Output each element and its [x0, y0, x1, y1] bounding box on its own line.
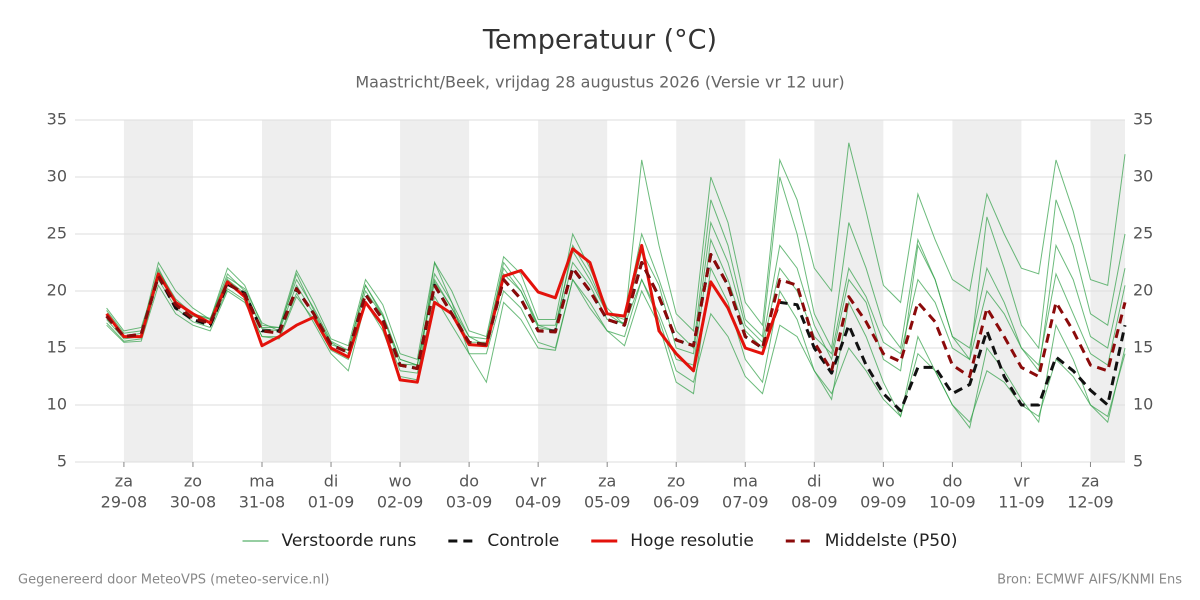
chart-subtitle: Maastricht/Beek, vrijdag 28 augustus 202… [355, 73, 844, 92]
x-tick-date: 05-09 [584, 493, 631, 512]
x-tick-date: 12-09 [1067, 493, 1114, 512]
ensemble-line [106, 237, 1126, 367]
x-tick-date: 03-09 [446, 493, 493, 512]
series-line [105, 253, 1127, 378]
y2-tick-label: 35 [1133, 110, 1153, 129]
x-tick-day: di [324, 472, 339, 491]
legend-label: Hoge resolutie [630, 531, 754, 551]
x-tick-date: 09-09 [860, 493, 907, 512]
x-tick-day: za [115, 472, 133, 491]
x-tick-date: 29-08 [101, 493, 148, 512]
y-tick-label: 30 [47, 167, 67, 186]
legend-label: Middelste (P50) [825, 531, 958, 551]
x-tick-date: 30-08 [170, 493, 217, 512]
y2-tick-label: 20 [1133, 281, 1153, 300]
y-tick-label: 25 [47, 224, 67, 243]
x-tick-day: wo [389, 472, 412, 491]
x-tick-day: zo [184, 472, 202, 491]
y-tick-label: 15 [47, 338, 67, 357]
x-tick-day: wo [872, 472, 895, 491]
x-tick-day: ma [249, 472, 274, 491]
x-tick-date: 10-09 [929, 493, 976, 512]
y-tick-label: 35 [47, 110, 67, 129]
y2-tick-label: 30 [1133, 167, 1153, 186]
x-tick-day: do [459, 472, 479, 491]
y2-tick-label: 15 [1133, 338, 1153, 357]
x-tick-day: do [942, 472, 962, 491]
footer-right: Bron: ECMWF AIFS/KNMI Ens [997, 573, 1182, 588]
legend-label: Verstoorde runs [282, 531, 417, 551]
y-tick-label: 20 [47, 281, 67, 300]
x-tick-date: 31-08 [239, 493, 286, 512]
y2-tick-label: 10 [1133, 395, 1153, 414]
ensemble-line [106, 142, 1126, 361]
y-tick-label: 10 [47, 395, 67, 414]
x-tick-date: 07-09 [722, 493, 769, 512]
x-tick-date: 01-09 [308, 493, 355, 512]
x-tick-date: 04-09 [515, 493, 562, 512]
x-tick-date: 02-09 [377, 493, 424, 512]
x-tick-day: vr [1013, 472, 1029, 491]
x-tick-day: zo [667, 472, 685, 491]
legend: Verstoorde runs Controle Hoge resolutie Mid… [242, 531, 958, 551]
x-tick-date: 11-09 [998, 493, 1045, 512]
x-tick-date: 06-09 [653, 493, 700, 512]
y2-tick-label: 25 [1133, 224, 1153, 243]
x-tick-day: vr [530, 472, 546, 491]
footer-left: Gegenereerd door MeteoVPS (meteo-service… [18, 573, 329, 588]
legend-label: Controle [487, 531, 559, 551]
y-tick-label: 5 [57, 452, 67, 471]
x-tick-day: di [807, 472, 822, 491]
x-tick-day: ma [733, 472, 758, 491]
x-tick-date: 08-09 [791, 493, 838, 512]
y2-tick-label: 5 [1133, 452, 1143, 471]
x-tick-day: za [598, 472, 616, 491]
x-tick-day: za [1081, 472, 1099, 491]
chart-title: Temperatuur (°C) [482, 25, 717, 56]
